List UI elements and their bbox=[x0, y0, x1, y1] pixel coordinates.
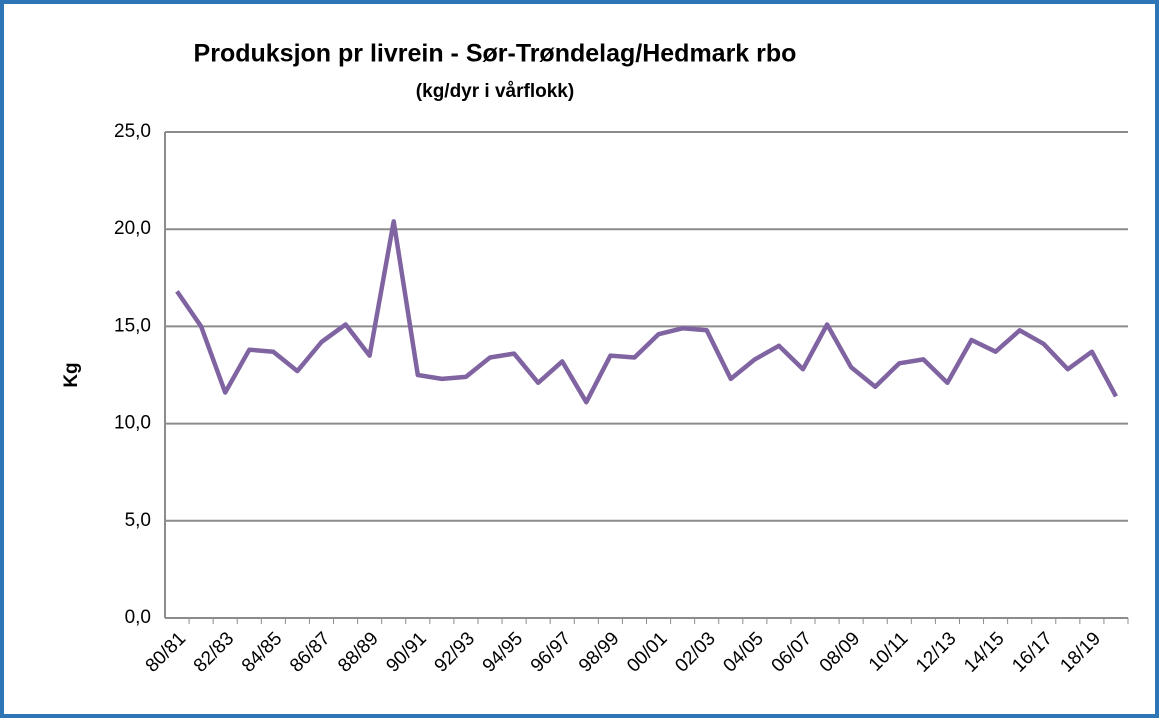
y-tick-label: 5,0 bbox=[125, 510, 151, 531]
y-axis-label: Kg bbox=[61, 362, 82, 387]
y-tick-label: 25,0 bbox=[114, 121, 151, 142]
y-tick-label: 20,0 bbox=[114, 218, 151, 239]
data-line bbox=[175, 219, 1118, 405]
y-tick-label: 15,0 bbox=[114, 315, 151, 336]
y-tick-label: 0,0 bbox=[125, 607, 151, 628]
chart-subtitle: (kg/dyr i vårflokk) bbox=[416, 81, 574, 102]
chart-title: Produksjon pr livrein - Sør-Trøndelag/He… bbox=[194, 40, 797, 68]
y-tick-label: 10,0 bbox=[114, 413, 151, 434]
